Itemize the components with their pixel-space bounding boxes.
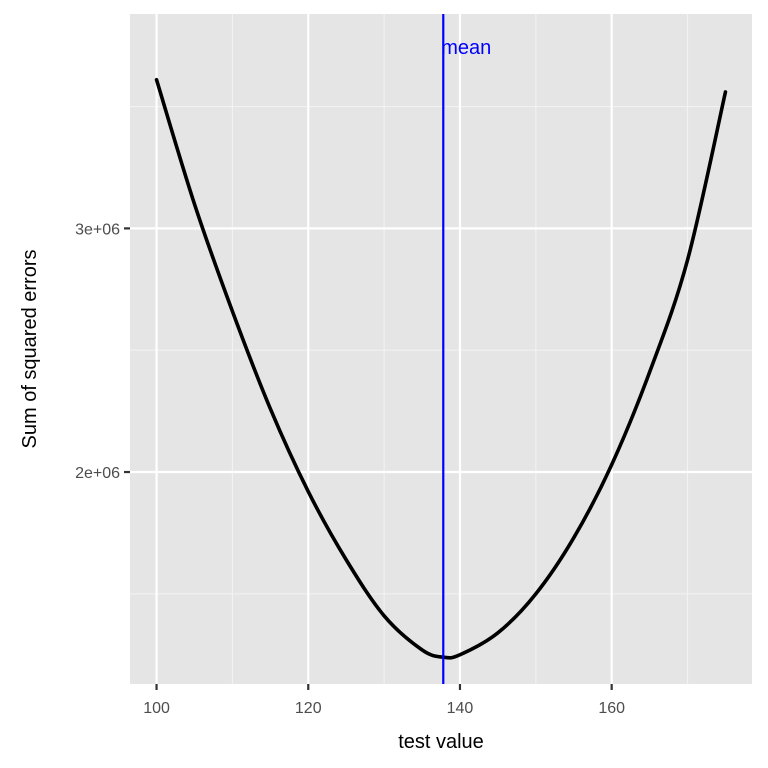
- major-gridlines: [130, 14, 752, 684]
- axis-ticks: 100 120 140 160 2e+06 3e+06: [75, 221, 625, 717]
- minor-gridlines: [130, 14, 752, 684]
- x-axis-title: test value: [398, 731, 484, 753]
- mean-label: mean: [441, 37, 491, 59]
- y-tick-label: 2e+06: [75, 465, 120, 482]
- x-tick-label: 160: [598, 700, 625, 717]
- panel-background: [130, 14, 752, 684]
- mean-line-layer: mean: [441, 14, 491, 684]
- y-axis-title: Sum of squared errors: [19, 250, 41, 449]
- y-tick-label: 3e+06: [75, 221, 120, 238]
- x-tick-label: 100: [143, 700, 170, 717]
- x-tick-label: 140: [447, 700, 474, 717]
- x-tick-label: 120: [295, 700, 322, 717]
